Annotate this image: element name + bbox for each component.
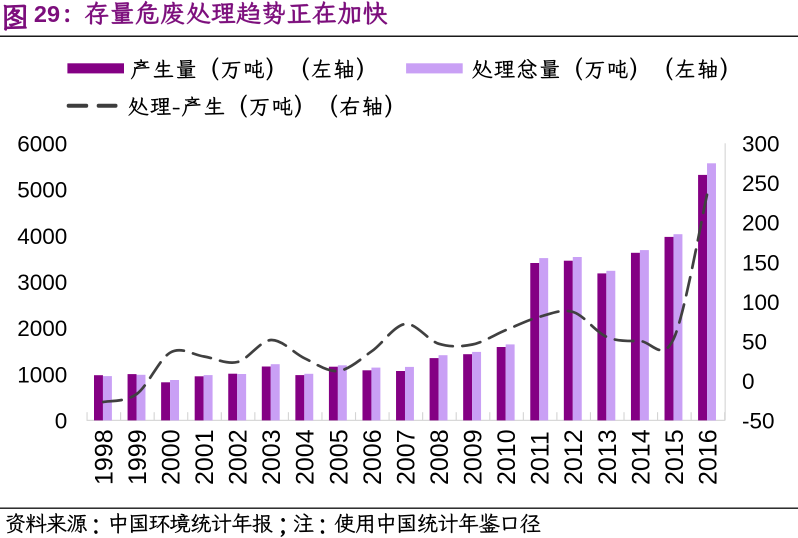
svg-text:300: 300 (742, 132, 780, 157)
svg-text:1998: 1998 (90, 429, 118, 485)
svg-text:2006: 2006 (359, 429, 387, 485)
svg-text:250: 250 (742, 171, 780, 196)
svg-text:200: 200 (742, 211, 780, 236)
svg-text:6000: 6000 (17, 132, 67, 157)
svg-text:5000: 5000 (17, 178, 67, 203)
svg-text:2012: 2012 (560, 429, 588, 485)
svg-text:-50: -50 (742, 409, 775, 434)
svg-text:2014: 2014 (627, 429, 655, 485)
svg-text:3000: 3000 (17, 270, 67, 295)
svg-text:2000: 2000 (17, 316, 67, 341)
svg-text:50: 50 (742, 329, 767, 354)
svg-text:2010: 2010 (493, 429, 521, 485)
svg-text:2009: 2009 (460, 429, 488, 485)
svg-text:4000: 4000 (17, 224, 67, 249)
svg-text:100: 100 (742, 290, 780, 315)
svg-text:2001: 2001 (191, 429, 219, 485)
svg-text:2011: 2011 (527, 431, 555, 485)
svg-text:0: 0 (55, 409, 68, 434)
svg-text:2016: 2016 (694, 429, 722, 485)
svg-text:2015: 2015 (661, 429, 689, 485)
svg-text:0: 0 (742, 369, 755, 394)
svg-text:2000: 2000 (158, 429, 186, 485)
svg-text:1999: 1999 (124, 429, 152, 485)
svg-text:29: 29 (34, 1, 60, 27)
svg-text:1000: 1000 (17, 362, 67, 387)
svg-text:2008: 2008 (426, 429, 454, 485)
svg-text:2003: 2003 (258, 429, 286, 485)
svg-text:2013: 2013 (594, 429, 622, 485)
svg-text:2007: 2007 (392, 429, 420, 485)
svg-text:150: 150 (742, 250, 780, 275)
svg-text:2004: 2004 (292, 429, 320, 485)
svg-text:2005: 2005 (325, 429, 353, 485)
svg-text:2002: 2002 (225, 429, 253, 485)
